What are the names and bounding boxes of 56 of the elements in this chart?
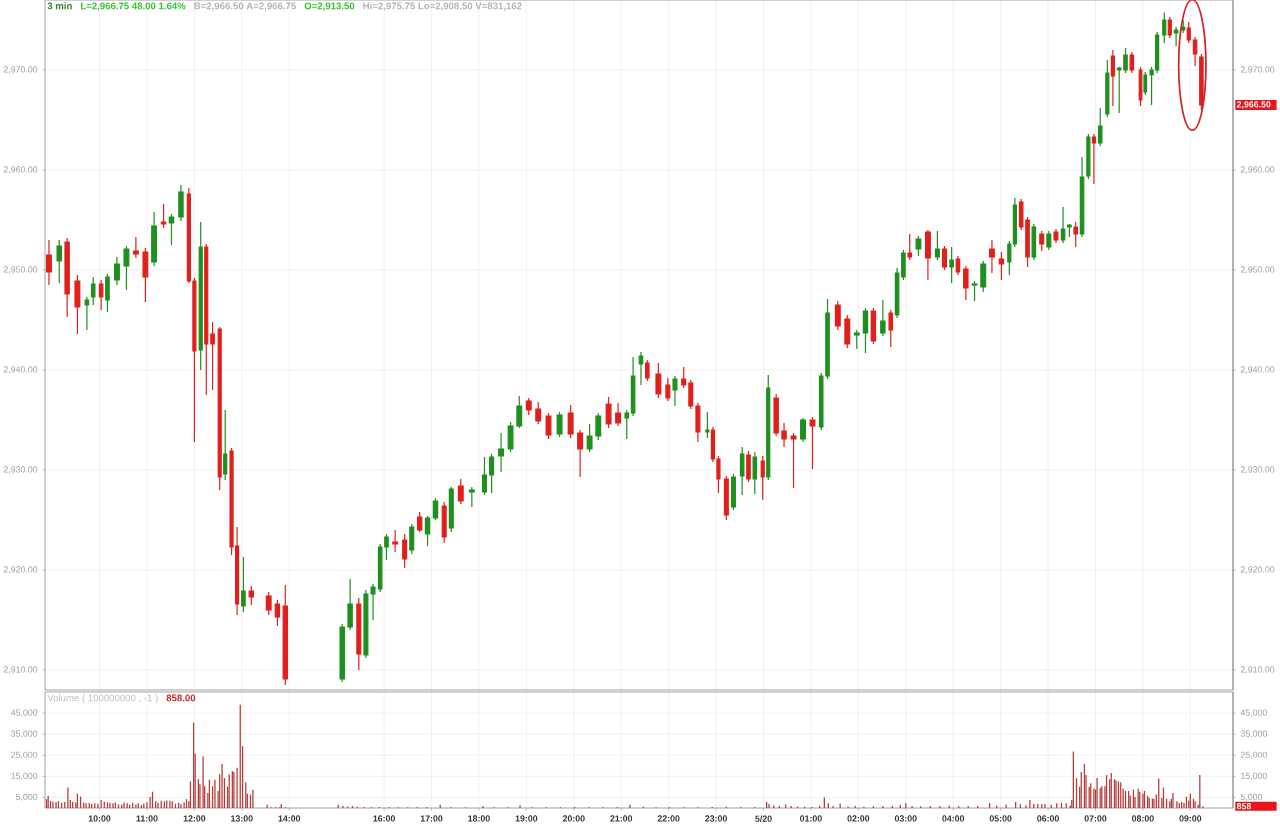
x-tick-label: 10:00 [88,815,111,822]
y-tick-label: 25,000 [11,751,38,759]
x-tick-label: 11:00 [136,815,158,822]
y2-tick-label: 5,000 [1240,793,1263,802]
x-tick-label: 21:00 [610,815,633,822]
y-tick-label: 35,000 [11,730,38,738]
y-tick-label: 2,940.00 [3,366,38,374]
y-tick-label: 2,950.00 [3,266,38,274]
y-tick-label: 45,000 [10,709,38,717]
x-tick-label: 02:00 [847,815,870,822]
x-tick-label: 16:00 [373,815,395,822]
x-tick-label: 01:00 [800,815,822,822]
x-tick-label: 17:00 [420,815,443,822]
x-tick-label: 04:00 [942,815,965,822]
y2-tick-label: 45,000 [1240,709,1267,717]
x-tick-label: 18:00 [468,815,490,822]
text: 858 [1236,803,1252,810]
y-tick-label: 2,970.00 [3,66,38,74]
annotation: O=2,913.50 [304,2,355,11]
annotation: L=2,966.75 48.00 1.64% [80,2,186,11]
x-tick-label: 14:00 [278,815,301,822]
y2-tick-label: 2,970.00 [1240,66,1275,74]
x-tick-label: 13:00 [231,815,253,822]
x-tick-label: 09:00 [1179,815,1202,822]
x-tick-label: 03:00 [894,815,917,822]
chart-title: Volume ( 100000000 , -1 ) [47,694,158,704]
y2-tick-label: 35,000 [1240,730,1267,738]
y-tick-label: 2,960.00 [3,166,38,174]
annotation: 858.00 [166,694,196,702]
y2-tick-label: 25,000 [1240,751,1267,759]
x-tick-label: 19:00 [515,815,538,822]
y-tick-label: 15,000 [11,772,38,780]
text: 2,966.50 [1236,101,1271,109]
y2-tick-label: 2,930.00 [1240,466,1275,474]
x-tick-label: 23:00 [705,815,727,822]
chart-title: 3 min [47,2,72,10]
x-tick-label: 08:00 [1132,815,1154,822]
annotation: B=2,966.50 A=2,966.75 [194,2,296,11]
x-tick-label: 05:00 [989,815,1012,822]
x-tick-label: 06:00 [1037,815,1059,822]
x-tick-label: 07:00 [1084,815,1107,822]
x-tick-label: 20:00 [562,815,585,822]
y2-tick-label: 2,940.00 [1240,366,1275,374]
y-tick-label: 2,920.00 [3,566,38,574]
y-tick-label: 2,930.00 [3,466,38,474]
y-tick-label: 2,910.00 [3,666,38,674]
x-tick-label: 12:00 [183,815,206,822]
y2-tick-label: 2,910.00 [1240,666,1275,674]
y2-tick-label: 15,000 [1241,772,1267,780]
y-tick-label: 5,000 [15,793,38,802]
annotation: Hi=2,975.75 Lo=2,908.50 V=831,162 [363,2,522,11]
x-tick-label: 22:00 [657,815,680,822]
x-tick-label: 5/20 [755,815,772,822]
y2-tick-label: 2,960.00 [1240,166,1275,174]
y2-tick-label: 2,920.00 [1240,566,1275,574]
y2-tick-label: 2,950.00 [1240,266,1275,274]
